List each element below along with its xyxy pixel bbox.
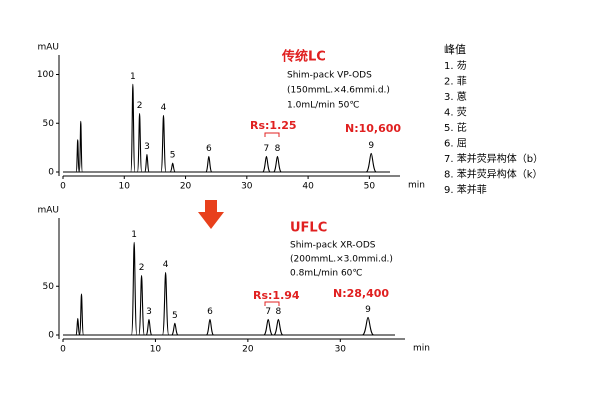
- peak: [160, 114, 167, 173]
- n-label: N:28,400: [333, 287, 389, 300]
- x-tick-label: 30: [335, 345, 347, 355]
- x-axis-label: min: [408, 181, 425, 191]
- chart-title: UFLC: [290, 221, 327, 236]
- peak: [75, 139, 80, 173]
- x-tick-label: 0: [60, 182, 66, 192]
- rs-bracket: [264, 301, 280, 306]
- x-tick-label: 30: [241, 182, 253, 192]
- peak: [130, 241, 138, 336]
- peak: [144, 153, 150, 173]
- peak: [273, 318, 284, 336]
- peak: [272, 155, 282, 173]
- legend-title: 峰值: [444, 43, 466, 56]
- condition-note: (200mmL.×3.0mmi.d.): [290, 255, 393, 265]
- peak: [145, 318, 153, 336]
- peak: [130, 83, 136, 173]
- legend-item: 1. 芴: [444, 59, 467, 72]
- legend-item: 8. 苯并荧异构体（k）: [444, 168, 543, 181]
- x-tick-label: 20: [242, 345, 254, 355]
- x-tick-label: 20: [180, 182, 192, 192]
- legend-item: 7. 苯并荧异构体（b）: [444, 152, 543, 165]
- peak-label: 4: [163, 260, 169, 270]
- legend-item: 2. 菲: [444, 76, 467, 88]
- condition-note: Shim-pack VP-ODS: [287, 71, 372, 81]
- peak: [136, 112, 143, 173]
- peak-label: 9: [365, 305, 371, 315]
- peak-label: 5: [172, 311, 178, 321]
- peak: [362, 316, 374, 336]
- x-axis-label: min: [413, 344, 430, 354]
- condition-note: 0.8mL/min 60℃: [290, 269, 363, 279]
- peak-label: 8: [276, 307, 282, 317]
- peak: [205, 318, 215, 336]
- legend-item: 4. 荧: [444, 106, 467, 119]
- peak-label: 8: [275, 144, 281, 154]
- peak-label: 7: [264, 144, 270, 154]
- peak-label: 3: [146, 307, 152, 317]
- peak: [262, 155, 271, 173]
- x-tick-label: 0: [60, 345, 66, 355]
- peak-label: 6: [207, 307, 213, 317]
- peak: [171, 322, 179, 336]
- peak: [78, 293, 85, 336]
- peak: [75, 317, 81, 336]
- y-tick-label: 100: [37, 70, 54, 80]
- y-tick-label: 0: [48, 331, 54, 341]
- peak-label: 2: [137, 101, 143, 111]
- arrow: [198, 200, 224, 229]
- condition-note: (150mmL.×4.6mmi.d.): [287, 86, 390, 96]
- peak-label: 4: [161, 103, 167, 113]
- n-label: N:10,600: [345, 122, 401, 135]
- legend-item: 6. 屈: [444, 138, 467, 150]
- y-tick-label: 0: [48, 168, 54, 178]
- peak-label: 9: [368, 141, 374, 151]
- peak: [169, 162, 176, 173]
- rs-label: Rs:1.25: [250, 119, 297, 132]
- peak: [161, 272, 170, 336]
- peak: [263, 318, 273, 336]
- x-tick-label: 40: [302, 182, 314, 192]
- y-axis-label: mAU: [37, 43, 59, 53]
- chart-title: 传统LC: [281, 49, 326, 65]
- condition-note: 1.0mL/min 50℃: [287, 101, 360, 111]
- peak: [78, 120, 83, 173]
- peak-label: 1: [130, 72, 136, 82]
- peak: [138, 274, 145, 336]
- legend-item: 5. 芘: [444, 121, 467, 134]
- x-tick-label: 10: [119, 182, 131, 192]
- peak-label: 1: [131, 230, 137, 240]
- legend-item: 9. 苯并菲: [444, 183, 487, 196]
- peak-label: 5: [170, 151, 176, 161]
- rs-bracket: [264, 132, 280, 137]
- legend-item: 3. 蒽: [444, 90, 467, 103]
- peak-label: 3: [144, 142, 150, 152]
- peak: [205, 155, 213, 173]
- peak-label: 2: [139, 263, 145, 273]
- x-tick-label: 10: [150, 345, 162, 355]
- rs-label: Rs:1.94: [253, 289, 300, 302]
- peak-label: 7: [265, 307, 271, 317]
- y-tick-label: 50: [43, 282, 55, 292]
- condition-note: Shim-pack XR-ODS: [290, 241, 376, 251]
- x-tick-label: 50: [364, 182, 376, 192]
- y-tick-label: 50: [43, 119, 55, 129]
- peak: [365, 152, 377, 173]
- y-axis-label: mAU: [37, 206, 59, 216]
- peak-label: 6: [206, 144, 212, 154]
